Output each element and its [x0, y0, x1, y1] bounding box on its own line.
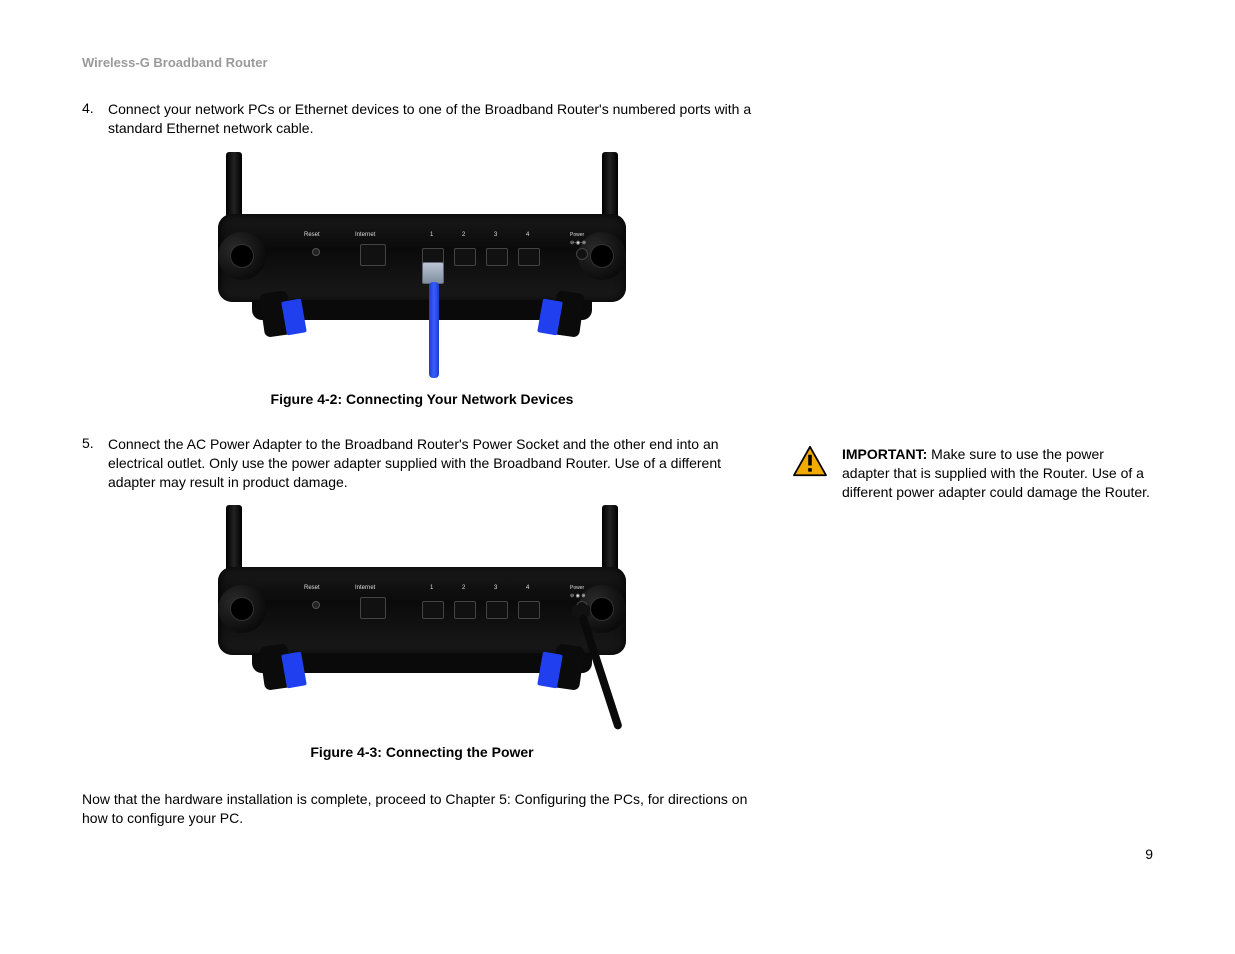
ethernet-cable	[429, 282, 439, 378]
step-5-text: Connect the AC Power Adapter to the Broa…	[108, 435, 762, 492]
label-port-4: 4	[526, 585, 529, 591]
label-port-3: 3	[494, 232, 497, 238]
label-port-4: 4	[526, 232, 529, 238]
figure-4-3-caption: Figure 4-3: Connecting the Power	[82, 744, 762, 760]
step-5: 5. Connect the AC Power Adapter to the B…	[82, 435, 762, 492]
router-rear-ethernet-illustration: Reset Internet 1 2 3 4 Power ⊖-◉-⊕	[182, 152, 662, 378]
lan-port-2	[454, 248, 476, 266]
closing-paragraph: Now that the hardware installation is co…	[82, 790, 762, 828]
router-rear-power-illustration: Reset Internet 1 2 3 4 Power ⊖ ◉ ⊕	[182, 505, 662, 731]
page-number: 9	[1145, 846, 1153, 862]
step-5-number: 5.	[82, 435, 108, 492]
step-4-number: 4.	[82, 100, 108, 138]
label-internet: Internet	[355, 232, 375, 238]
label-power-symbol: ⊖ ◉ ⊕	[570, 593, 586, 599]
label-port-2: 2	[462, 232, 465, 238]
figure-4-2: Reset Internet 1 2 3 4 Power ⊖-◉-⊕ Figur…	[82, 148, 762, 407]
label-reset: Reset	[304, 585, 320, 591]
label-power: Power	[570, 585, 584, 591]
power-jack	[576, 248, 588, 260]
label-port-1: 1	[430, 585, 433, 591]
label-power: Power	[570, 232, 584, 238]
internet-port	[360, 244, 386, 266]
content-area: 4. Connect your network PCs or Ethernet …	[82, 100, 1153, 828]
lan-port-4	[518, 248, 540, 266]
label-power-symbol: ⊖-◉-⊕	[570, 240, 586, 246]
important-callout: IMPORTANT: Make sure to use the power ad…	[792, 445, 1152, 502]
callout-prefix: IMPORTANT:	[842, 446, 927, 462]
label-port-1: 1	[430, 232, 433, 238]
internet-port	[360, 597, 386, 619]
label-port-2: 2	[462, 585, 465, 591]
main-column: 4. Connect your network PCs or Ethernet …	[82, 100, 762, 828]
reset-button	[312, 248, 320, 256]
antenna-hinge-left	[218, 232, 266, 280]
callout-text: IMPORTANT: Make sure to use the power ad…	[842, 445, 1152, 502]
antenna-right	[602, 505, 618, 569]
lan-port-3	[486, 248, 508, 266]
antenna-left	[226, 152, 242, 216]
document-header: Wireless-G Broadband Router	[82, 55, 1153, 70]
figure-4-2-caption: Figure 4-2: Connecting Your Network Devi…	[82, 391, 762, 407]
lan-port-3	[486, 601, 508, 619]
lan-port-1	[422, 601, 444, 619]
antenna-right	[602, 152, 618, 216]
step-4: 4. Connect your network PCs or Ethernet …	[82, 100, 762, 138]
label-reset: Reset	[304, 232, 320, 238]
ethernet-plug	[422, 262, 444, 284]
label-port-3: 3	[494, 585, 497, 591]
side-column: IMPORTANT: Make sure to use the power ad…	[792, 100, 1152, 828]
figure-4-3: Reset Internet 1 2 3 4 Power ⊖ ◉ ⊕ Figur…	[82, 501, 762, 760]
label-internet: Internet	[355, 585, 375, 591]
warning-icon	[792, 445, 828, 477]
antenna-left	[226, 505, 242, 569]
lan-port-4	[518, 601, 540, 619]
lan-port-2	[454, 601, 476, 619]
step-4-text: Connect your network PCs or Ethernet dev…	[108, 100, 762, 138]
